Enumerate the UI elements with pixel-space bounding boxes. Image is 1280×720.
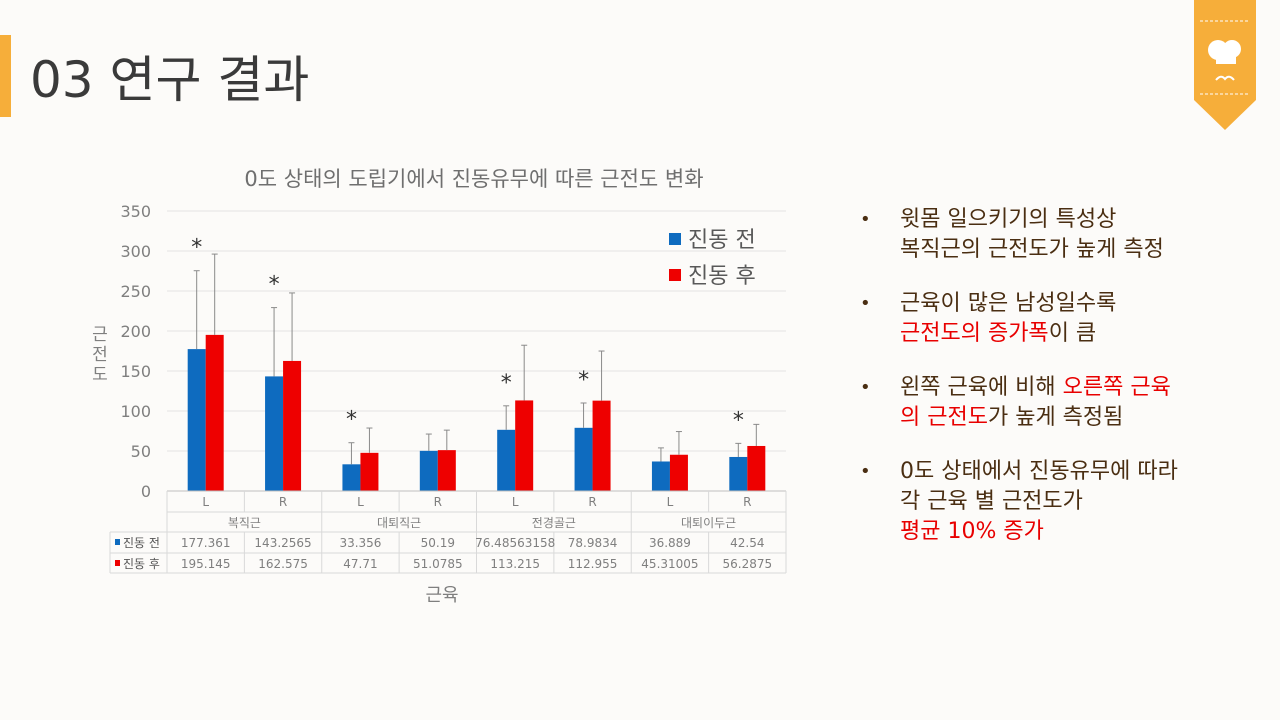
bullet-text: 평균 10% 증가 — [900, 519, 1044, 544]
bar-after — [360, 452, 379, 491]
bullet-dot: • — [860, 293, 871, 314]
bullet-item: • 근육이 많은 남성일수록 근전도의 증가폭이 큼 — [860, 289, 1260, 349]
x-category-label: L — [667, 495, 674, 509]
bar-before — [265, 376, 284, 491]
legend-swatch — [669, 233, 681, 245]
y-tick-label: 300 — [120, 242, 151, 261]
table-series-label: 진동 전 — [123, 536, 160, 550]
y-tick-label: 350 — [120, 202, 151, 221]
x-axis-label: 근육 — [425, 585, 458, 606]
y-tick-label: 250 — [120, 282, 151, 301]
bar-before — [187, 349, 206, 491]
x-category-label: R — [588, 495, 596, 509]
bar-after — [437, 450, 456, 491]
bullet-text: 0도 상태에서 진동유무에 따라 — [900, 459, 1178, 484]
bullet-dot: • — [860, 461, 871, 482]
x-category-label: L — [202, 495, 209, 509]
significance-mark: * — [191, 236, 202, 261]
x-category-label: R — [434, 495, 442, 509]
table-cell: 78.9834 — [568, 536, 618, 550]
table-cell: 50.19 — [421, 536, 455, 550]
legend-label: 진동 전 — [688, 228, 756, 253]
bullet-text: 가 높게 측정됨 — [987, 405, 1124, 430]
bullet-text: 복직근의 근전도가 높게 측정 — [900, 237, 1164, 262]
table-cell: 195.145 — [181, 557, 231, 571]
bar-before — [342, 464, 361, 491]
bullet-text: 근전도의 증가폭 — [900, 321, 1049, 346]
table-cell: 33.356 — [339, 536, 381, 550]
significance-mark: * — [501, 371, 512, 396]
table-series-label: 진동 후 — [123, 557, 160, 571]
y-tick-label: 50 — [131, 442, 151, 461]
bullet-text: 윗몸 일으키기의 특성상 — [900, 207, 1117, 232]
x-category-label: R — [743, 495, 751, 509]
table-legend-swatch — [115, 539, 120, 545]
bar-after — [515, 400, 534, 491]
x-category-label: L — [357, 495, 364, 509]
legend-label: 진동 후 — [688, 264, 756, 289]
bar-after — [669, 454, 688, 491]
x-group-label: 전경골근 — [532, 516, 576, 530]
bullet-text: 각 근육 별 근전도가 — [900, 489, 1083, 514]
bar-before — [729, 456, 748, 491]
chef-hat-ribbon-icon — [1194, 0, 1256, 130]
bullet-text: 이 큼 — [1048, 321, 1097, 346]
significance-mark: * — [733, 408, 744, 433]
y-tick-label: 150 — [120, 362, 151, 381]
y-axis-label: 근 — [92, 325, 108, 345]
table-cell: 56.2875 — [723, 557, 773, 571]
bar-before — [574, 427, 593, 491]
slide-title: 03 연구 결과 — [30, 51, 310, 109]
title-accent-bar — [0, 35, 11, 117]
bar-after — [592, 400, 611, 491]
y-axis-label: 전 — [92, 345, 108, 365]
bar-after — [283, 360, 302, 491]
bullet-item: • 윗몸 일으키기의 특성상 복직근의 근전도가 높게 측정 — [860, 205, 1260, 265]
table-cell: 113.215 — [490, 557, 540, 571]
x-group-label: 대퇴직근 — [377, 516, 421, 530]
bar-after — [747, 445, 766, 491]
table-cell: 42.54 — [730, 536, 764, 550]
table-cell: 76.48563158 — [475, 536, 555, 550]
table-cell: 51.0785 — [413, 557, 463, 571]
y-tick-label: 200 — [120, 322, 151, 341]
y-axis-label: 도 — [92, 365, 108, 385]
legend-swatch — [669, 269, 681, 281]
bullet-text: 왼쪽 근육에 비해 — [900, 375, 1063, 400]
table-cell: 45.31005 — [641, 557, 698, 571]
y-tick-label: 100 — [120, 402, 151, 421]
bar-before — [651, 461, 670, 491]
x-group-label: 복직근 — [228, 516, 261, 530]
table-cell: 177.361 — [181, 536, 231, 550]
bullet-text: 오른쪽 근육 — [1062, 375, 1171, 400]
chart-title: 0도 상태의 도립기에서 진동유무에 따른 근전도 변화 — [244, 167, 703, 191]
significance-mark: * — [269, 273, 280, 298]
x-group-label: 대퇴이두근 — [681, 516, 736, 530]
table-cell: 36.889 — [649, 536, 691, 550]
x-category-label: R — [279, 495, 287, 509]
bar-before — [497, 429, 516, 491]
bar-before — [419, 450, 438, 491]
bar-after — [205, 334, 224, 491]
bullet-list: • 윗몸 일으키기의 특성상 복직근의 근전도가 높게 측정 • 근육이 많은 남성일… — [860, 205, 1260, 571]
x-category-label: L — [512, 495, 519, 509]
bullet-text: 의 근전도 — [900, 405, 988, 430]
bullet-dot: • — [860, 377, 871, 398]
table-cell: 162.575 — [258, 557, 308, 571]
bullet-dot: • — [860, 209, 871, 230]
significance-mark: * — [346, 408, 357, 433]
table-cell: 47.71 — [343, 557, 377, 571]
table-cell: 143.2565 — [254, 536, 311, 550]
significance-mark: * — [578, 368, 589, 393]
bullet-text: 근육이 많은 남성일수록 — [900, 291, 1117, 316]
y-tick-label: 0 — [141, 482, 151, 501]
table-cell: 112.955 — [568, 557, 618, 571]
table-legend-swatch — [115, 560, 120, 566]
